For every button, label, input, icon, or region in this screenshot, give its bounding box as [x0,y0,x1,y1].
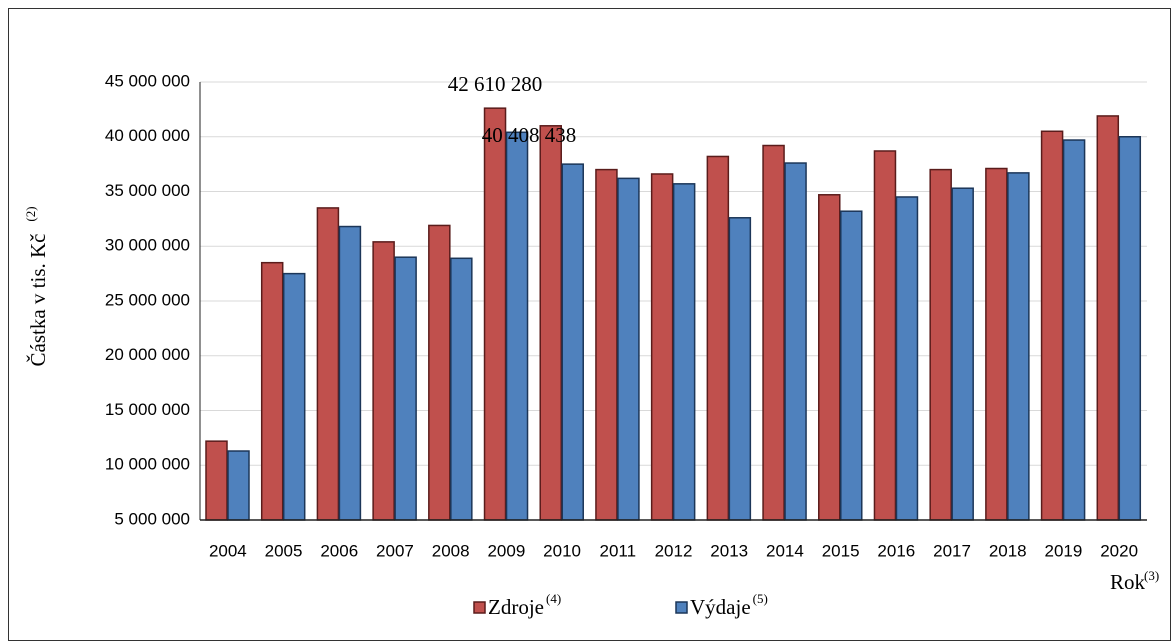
bar [1118,136,1142,521]
bar [840,210,863,521]
y-tick-label: 25 000 000 [105,290,190,309]
data-label: 42 610 280 [448,72,543,96]
bar [260,261,284,521]
bar [1062,139,1086,521]
bar [728,217,752,521]
x-tick-label: 2015 [822,541,860,560]
bar [672,183,696,521]
bar [873,150,897,521]
bar [539,125,562,521]
x-tick-label: 2010 [543,541,581,560]
bar [205,440,228,521]
bar [372,241,395,521]
bar [951,187,974,521]
bar [282,272,306,521]
x-axis-title: Rok [1110,570,1146,594]
bar [428,224,451,521]
y-tick-label: 10 000 000 [105,455,190,474]
y-tick-label: 20 000 000 [105,345,190,364]
x-tick-label: 2012 [655,541,693,560]
data-label: 40 408 438 [482,123,577,147]
legend-label: Výdaje [690,595,751,619]
x-tick-label: 2007 [376,541,414,560]
x-tick-label: 2004 [209,541,247,560]
bar [1040,130,1064,521]
bar [784,162,807,521]
legend-swatch [675,601,688,614]
bar [762,144,785,521]
x-tick-label: 2018 [989,541,1027,560]
bar [650,173,674,521]
x-tick-label: 2006 [320,541,358,560]
bar [316,207,340,521]
bar [450,257,473,521]
bar [617,177,640,521]
bar [1007,172,1030,521]
bar [985,167,1008,521]
y-tick-label: 15 000 000 [105,400,190,419]
x-tick-label: 2005 [265,541,303,560]
bar [706,155,730,521]
legend-swatch [473,601,486,614]
x-tick-label: 2011 [600,541,637,560]
bar [338,225,362,521]
legend-label: Zdroje [488,595,544,619]
x-axis-title-note: (3) [1144,568,1159,583]
bar [1096,115,1120,521]
bar [505,131,529,521]
bar [483,107,507,521]
bar [394,256,417,521]
x-tick-label: 2008 [432,541,470,560]
y-axis-title-note: (2) [23,206,38,221]
y-axis-title: Částka v tis. Kč [26,234,50,367]
y-tick-label: 40 000 000 [105,126,190,145]
legend-note: (4) [546,591,561,606]
bar [595,168,618,521]
x-tick-label: 2014 [766,541,804,560]
x-tick-label: 2009 [487,541,525,560]
bar [561,163,584,521]
x-tick-label: 2016 [877,541,915,560]
y-tick-label: 45 000 000 [105,71,190,90]
y-tick-label: 30 000 000 [105,236,190,255]
bar [818,194,841,521]
x-tick-label: 2013 [710,541,748,560]
chart-frame [8,8,1171,641]
x-tick-label: 2017 [933,541,971,560]
legend-note: (5) [753,591,768,606]
bar [227,450,250,521]
x-tick-label: 2019 [1045,541,1083,560]
bar [895,196,919,521]
y-tick-label: 5 000 000 [114,509,190,528]
x-tick-label: 2020 [1100,541,1138,560]
y-tick-label: 35 000 000 [105,181,190,200]
bar [929,168,952,521]
